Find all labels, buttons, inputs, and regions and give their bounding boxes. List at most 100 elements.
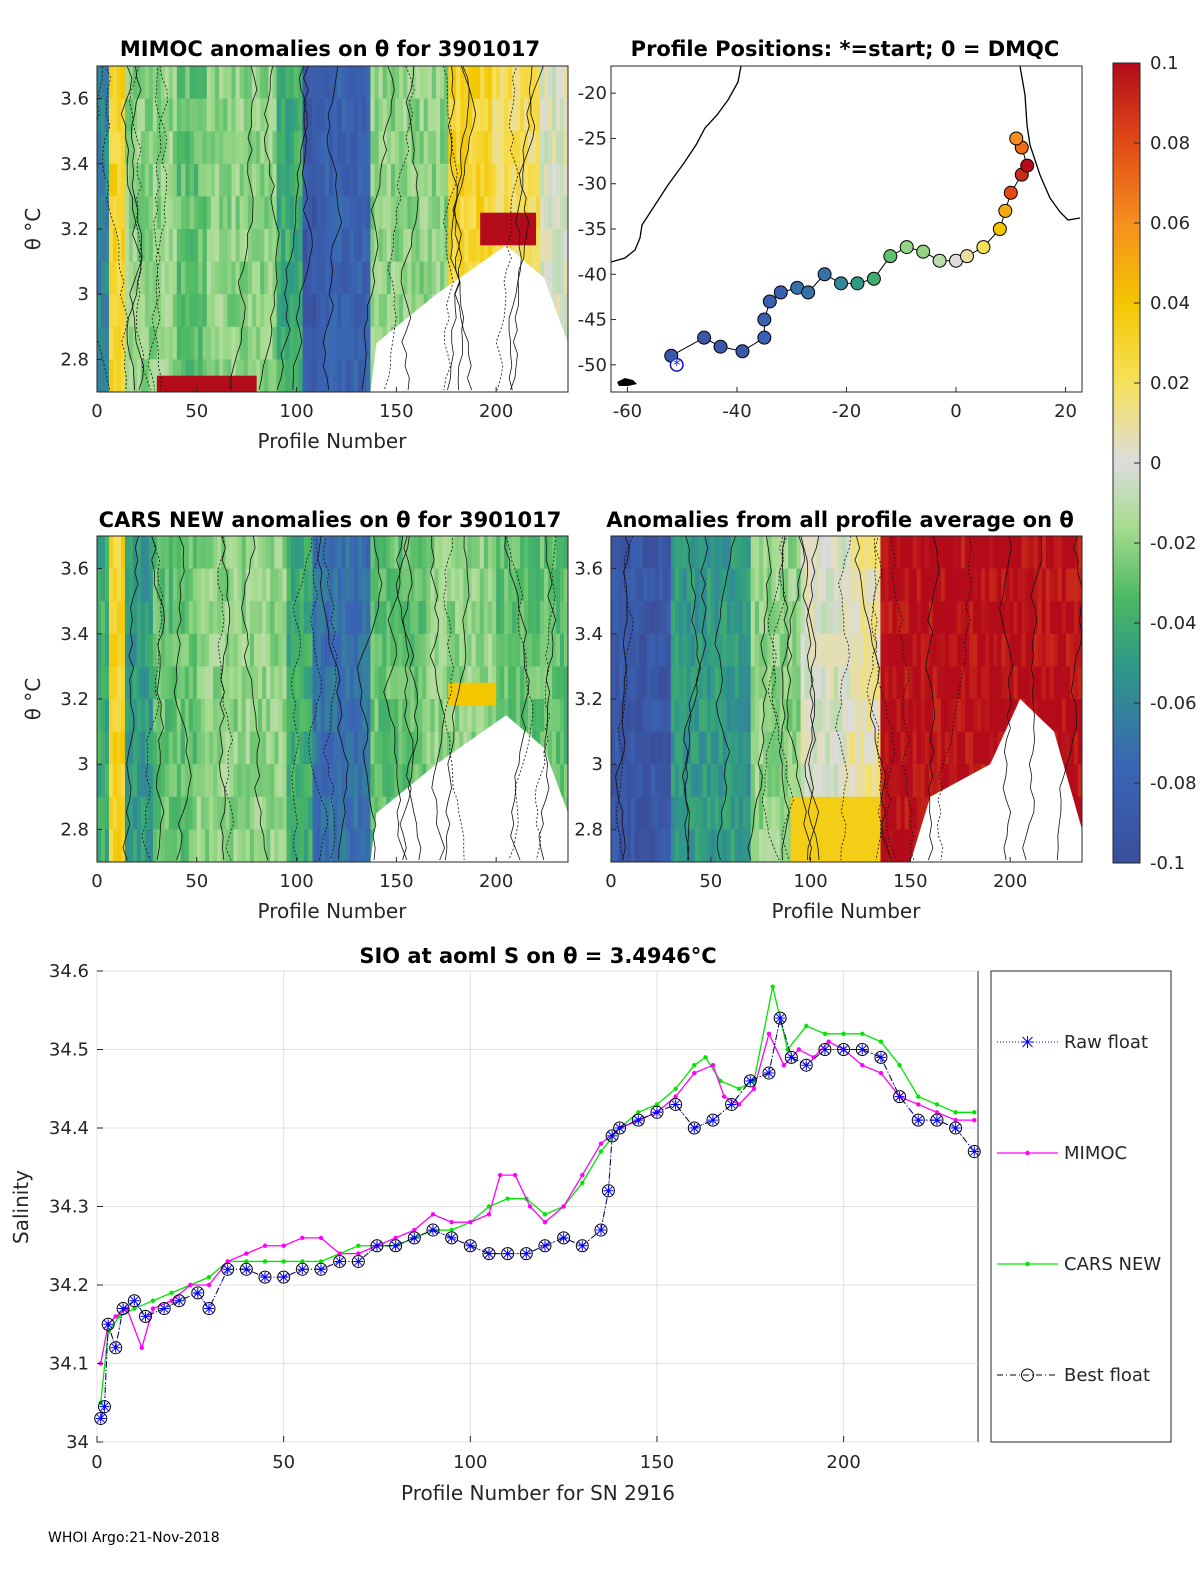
raw-float-marker <box>689 1123 700 1133</box>
heatmap-cell <box>540 163 545 197</box>
heatmap-cell <box>188 764 194 798</box>
heatmap-cell <box>398 666 403 700</box>
heatmap-cell <box>414 536 419 570</box>
heatmap-cell <box>164 196 170 230</box>
heatmap-cell <box>614 536 620 570</box>
heatmap-cell <box>148 163 154 197</box>
heatmap-cell <box>237 536 243 570</box>
heatmap-cell <box>116 229 122 263</box>
heatmap-cell <box>116 163 122 197</box>
heatmap-cell <box>104 796 110 830</box>
heatmap-cell <box>349 196 355 230</box>
heatmap-cell <box>206 326 212 360</box>
heatmap-cell <box>997 666 1002 700</box>
heatmap-cell <box>775 699 781 733</box>
heatmap-cell <box>198 229 204 263</box>
heatmap-cell <box>674 764 680 798</box>
heatmap-cell <box>357 98 363 132</box>
heatmap-cell <box>193 326 199 360</box>
heatmap-cell <box>337 229 343 263</box>
heatmap-cell <box>329 666 334 700</box>
heatmap-cell <box>181 294 186 328</box>
heatmap-cell <box>650 731 656 765</box>
heatmap-cell <box>243 66 249 100</box>
heatmap-cell <box>298 98 304 132</box>
heatmap-cell <box>172 731 178 765</box>
heatmap-cell <box>229 829 235 862</box>
y-tick-label: -30 <box>578 174 607 195</box>
heatmap-cell <box>386 98 392 132</box>
heatmap-cell <box>808 764 814 798</box>
raw-float-marker <box>103 1319 114 1330</box>
heatmap-cell <box>280 66 286 100</box>
heatmap-cell <box>634 731 640 765</box>
heatmap-cell <box>430 731 436 765</box>
heatmap-cell <box>961 536 966 570</box>
heatmap-cell <box>496 568 501 602</box>
heatmap-cell <box>210 326 216 360</box>
heatmap-cell <box>192 829 198 862</box>
heatmap-cell <box>144 601 150 635</box>
heatmap-cell <box>104 764 110 798</box>
heatmap-cell <box>172 229 178 263</box>
heatmap-cell <box>136 666 142 700</box>
heatmap-cell <box>362 66 367 100</box>
heatmap-cell <box>227 261 233 295</box>
heatmap-cell <box>116 294 122 328</box>
heatmap-cell <box>821 764 827 798</box>
heatmap-cell <box>353 229 359 263</box>
heatmap-cell <box>144 229 150 263</box>
heatmap-cell <box>548 731 553 765</box>
heatmap-cell <box>767 536 773 570</box>
colorbar-tick-label: -0.04 <box>1150 613 1197 634</box>
heatmap-cell <box>952 633 958 667</box>
heatmap-cell <box>345 261 351 295</box>
series-point <box>505 1196 510 1201</box>
heatmap-cell <box>846 699 852 733</box>
heatmap-cell <box>1057 666 1063 700</box>
heatmap-cell <box>662 796 668 830</box>
best-float-marker <box>594 1223 608 1237</box>
heatmap-cell <box>120 699 126 733</box>
heatmap-cell <box>750 731 756 765</box>
heatmap-cell <box>289 163 295 197</box>
heatmap-cell <box>140 633 146 667</box>
raw-float-marker <box>118 1303 129 1314</box>
heatmap-cell <box>556 131 561 165</box>
heatmap-cell <box>268 163 274 197</box>
heatmap-cell <box>842 568 847 602</box>
heatmap-cell <box>512 66 517 100</box>
heatmap-cell <box>702 633 708 667</box>
raw-float-marker <box>409 1232 420 1243</box>
heatmap-cell <box>771 601 777 635</box>
heatmap-cell <box>452 261 457 295</box>
heatmap-cell <box>312 829 318 862</box>
heatmap-cell <box>264 163 270 197</box>
heatmap-cell <box>516 568 521 602</box>
heatmap-cell <box>512 666 517 700</box>
heatmap-cell <box>1021 633 1027 667</box>
heatmap-cell <box>759 829 764 862</box>
heatmap-cell <box>611 764 616 798</box>
heatmap-cell <box>948 764 954 798</box>
heatmap-cell <box>940 536 946 570</box>
heatmap-cell <box>362 764 367 798</box>
heatmap-cell <box>374 568 380 602</box>
heatmap-cell <box>295 666 301 700</box>
heatmap-cell <box>456 131 461 165</box>
heatmap-cell <box>658 568 664 602</box>
heatmap-cell <box>293 98 299 132</box>
raw-float-marker <box>174 1295 185 1306</box>
series-point <box>736 1086 742 1091</box>
heatmap-cell <box>1037 568 1043 602</box>
heatmap-cell <box>225 633 231 667</box>
heatmap-cell <box>394 731 399 765</box>
heatmap-cell <box>233 601 239 635</box>
heatmap-cell <box>500 131 505 165</box>
heatmap-cell <box>442 731 448 765</box>
heatmap-cell <box>164 568 170 602</box>
heatmap-cell <box>1017 536 1023 570</box>
heatmap-cell <box>258 829 263 862</box>
heatmap-cell <box>634 829 640 862</box>
heatmap-cell <box>512 536 517 570</box>
